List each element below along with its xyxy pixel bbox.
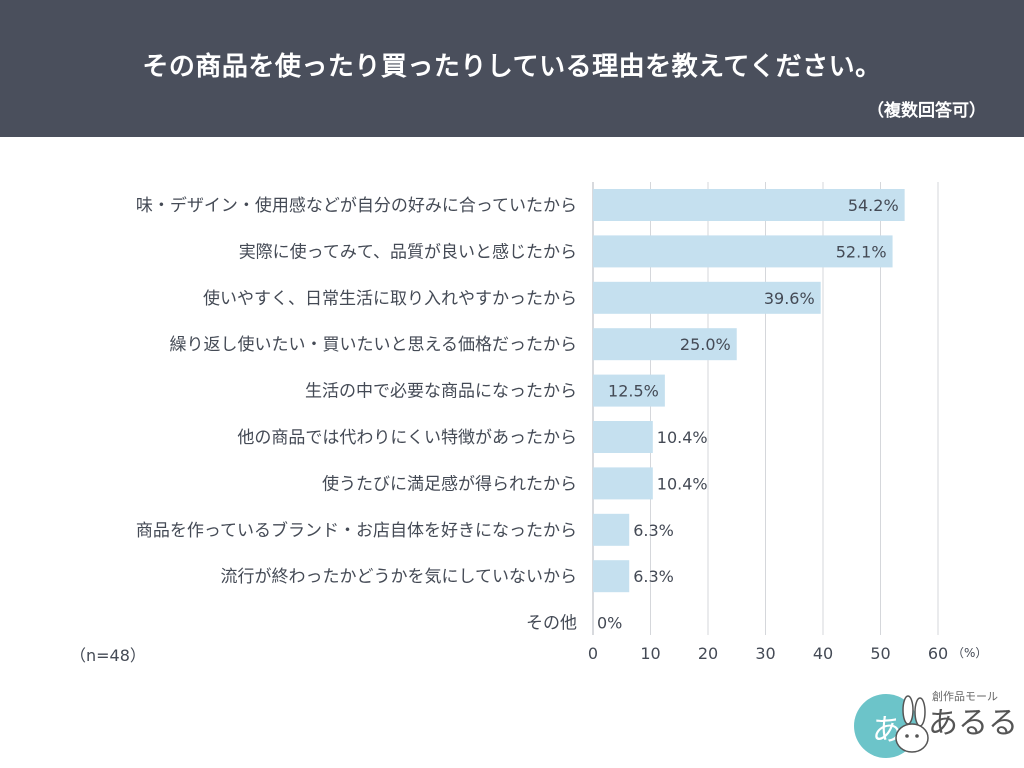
category-label: その他 (526, 614, 577, 634)
bar (593, 189, 905, 221)
value-label: 6.3% (633, 567, 674, 586)
category-label: 流行が終わったかどうかを気にしていないから (221, 567, 578, 587)
chart-subtitle: （複数回答可） (867, 101, 986, 121)
brand-logo: あ 創作品モール あるる (850, 688, 1020, 760)
bar (593, 421, 653, 453)
value-label: 6.3% (633, 521, 674, 540)
bar (593, 374, 665, 407)
bar (593, 513, 630, 546)
value-label: 10.4% (657, 428, 708, 447)
bar (593, 328, 737, 361)
bar-chart: 0 10 20 30 40 50 60 （%） 味・デザイン・使用感などが自分の好みに合っていた… (136, 182, 987, 663)
logo-small-text: 創作品モール (932, 690, 998, 703)
value-label: 0% (597, 614, 622, 633)
value-label: 10.4% (657, 474, 708, 493)
chart-title: その商品を使ったり買ったりしている理由を教えてください。 (142, 52, 882, 82)
bar (593, 467, 653, 500)
x-tick-label: 10 (640, 644, 660, 663)
category-label: 他の商品では代わりにくい特徴があったから (237, 428, 577, 448)
category-label: 使うたびに満足感が得られたから (322, 473, 577, 494)
value-label: 52.1% (836, 242, 887, 261)
x-tick-label: 60 (928, 644, 948, 663)
rabbit-logo-icon: あ (854, 694, 929, 758)
x-tick-label: 40 (813, 644, 833, 663)
value-label: 39.6% (764, 289, 815, 308)
x-tick-label: 0 (588, 644, 598, 663)
value-label: 54.2% (848, 196, 899, 215)
category-label: 商品を作っているブランド・お店自体を好きになったから (136, 520, 577, 541)
bar (593, 235, 893, 268)
logo-big-text: あるる (928, 706, 1018, 741)
x-tick-label: 20 (698, 644, 718, 663)
bar (593, 281, 821, 314)
bar (593, 560, 630, 593)
sample-size-note: （n=48） (70, 646, 146, 665)
x-tick-label: 50 (870, 644, 890, 663)
category-label: 生活の中で必要な商品になったから (305, 382, 577, 402)
x-unit-label: （%） (952, 646, 987, 660)
category-label: 繰り返し使いたい・買いたいと思える価格だったから (170, 334, 578, 355)
x-tick-label: 30 (755, 644, 775, 663)
category-label: 使いやすく、日常生活に取り入れやすかったから (203, 288, 577, 309)
value-label: 12.5% (608, 382, 659, 401)
category-label: 実際に使ってみて、品質が良いと感じたから (239, 241, 577, 262)
value-label: 25.0% (680, 335, 731, 354)
chart-header: その商品を使ったり買ったりしている理由を教えてください。 （複数回答可） (0, 0, 1024, 137)
category-label: 味・デザイン・使用感などが自分の好みに合っていたから (136, 195, 577, 216)
